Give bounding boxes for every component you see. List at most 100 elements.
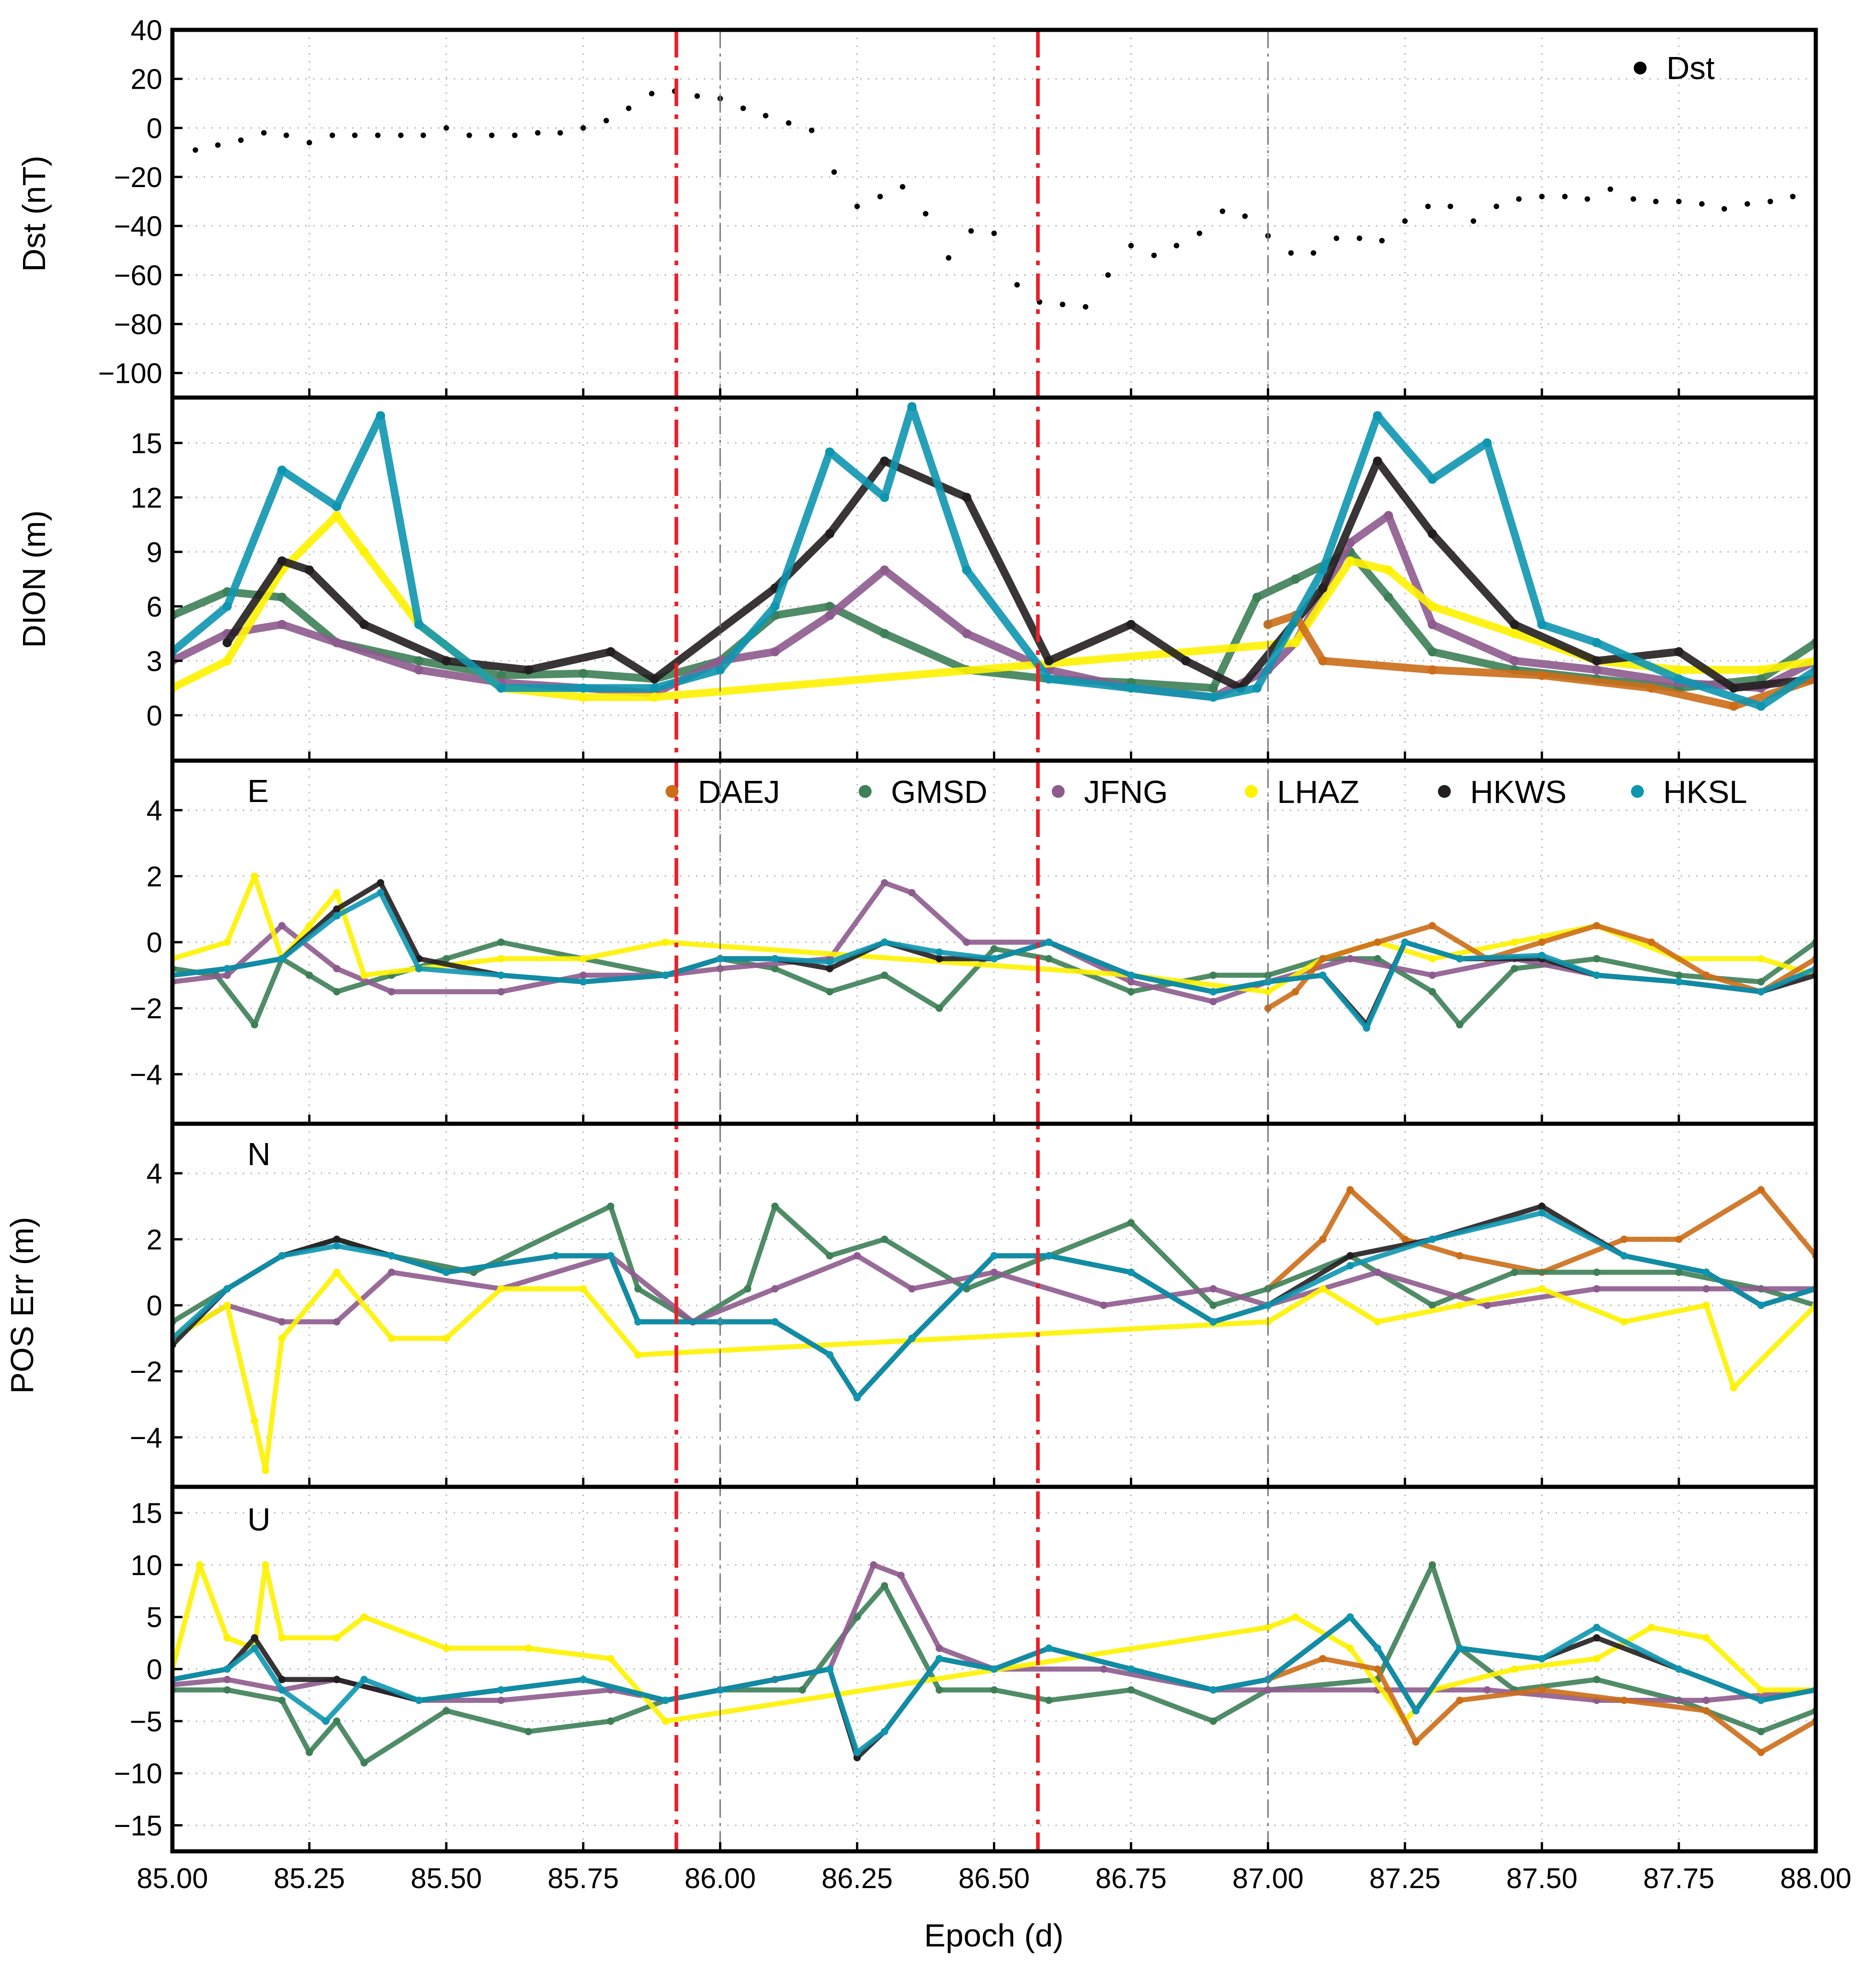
point-dion-lhaz-1 <box>222 656 232 666</box>
point-E-jfng-10 <box>881 879 889 887</box>
point-U-hksl-17 <box>1127 1665 1135 1673</box>
point-dion-lhaz-10 <box>1346 556 1355 566</box>
ytick-label-N-0: 4 <box>147 1158 162 1190</box>
point-N-hksl-10 <box>771 1318 779 1326</box>
point-U-hksl-3 <box>278 1686 286 1694</box>
point-U-hksl-9 <box>661 1696 669 1704</box>
xtick-label-0: 85.00 <box>137 1863 208 1895</box>
point-dion-hksl-12 <box>880 493 890 502</box>
point-dion-hkws-20 <box>1592 656 1602 666</box>
point-E-daej-9 <box>1702 971 1710 979</box>
point-N-hkws-19 <box>1346 1252 1354 1260</box>
point-dion-hkws-12 <box>1044 656 1054 666</box>
dst-point-6 <box>329 132 335 138</box>
point-E-lhaz-1 <box>223 939 231 946</box>
point-E-lhaz-19 <box>1757 955 1765 962</box>
point-E-hksl-25 <box>1675 978 1683 986</box>
point-dion-lhaz-9 <box>1290 638 1300 648</box>
dst-point-25 <box>763 113 769 119</box>
point-N-jfng-18 <box>1702 1285 1710 1293</box>
dst-point-4 <box>283 132 289 138</box>
point-dion-daej-6 <box>1729 701 1739 711</box>
point-dion-hkws-1 <box>277 556 287 566</box>
point-U-gmsd-8 <box>607 1717 615 1725</box>
dst-point-48 <box>1288 250 1294 256</box>
dst-point-41 <box>1128 243 1134 249</box>
point-E-daej-7 <box>1593 922 1601 930</box>
point-E-daej-2 <box>1319 955 1327 962</box>
dst-point-45 <box>1220 208 1226 214</box>
east-error-panel <box>172 872 1816 1032</box>
dst-point-32 <box>923 211 929 216</box>
point-U-gmsd-21 <box>1428 1561 1436 1569</box>
point-E-gmsd-2 <box>251 1021 258 1029</box>
dst-point-30 <box>877 193 883 199</box>
point-N-lhaz-12 <box>1319 1285 1327 1293</box>
dst-point-44 <box>1197 230 1203 236</box>
point-dion-daej-4 <box>1537 671 1547 680</box>
point-N-hksl-11 <box>826 1351 833 1359</box>
ytick-label-U-0: 15 <box>131 1498 162 1530</box>
ytick-label-dion-2: 9 <box>147 537 162 569</box>
dion-panel <box>172 402 1816 711</box>
point-U-jfng-5 <box>497 1696 505 1704</box>
point-N-hksl-16 <box>1127 1269 1135 1276</box>
point-dion-daej-2 <box>1318 656 1328 666</box>
point-U-gmsd-17 <box>1127 1686 1135 1694</box>
point-N-jfng-9 <box>853 1252 861 1260</box>
point-dion-hksl-26 <box>1756 701 1766 711</box>
point-N-daej-1 <box>1319 1235 1327 1243</box>
point-dion-hksl-11 <box>825 447 834 457</box>
point-U-daej-1 <box>1319 1655 1327 1662</box>
point-E-hksl-22 <box>1456 955 1464 962</box>
point-E-hksl-4 <box>376 889 384 897</box>
point-N-hksl-8 <box>634 1318 642 1326</box>
xtick-label-4: 86.00 <box>684 1863 756 1895</box>
point-U-hksl-8 <box>579 1676 587 1684</box>
dst-point-31 <box>900 184 906 190</box>
point-N-hksl-12 <box>853 1394 861 1402</box>
point-E-hksl-17 <box>1209 988 1217 996</box>
point-N-lhaz-18 <box>1730 1384 1738 1392</box>
point-U-lhaz-8 <box>442 1644 450 1652</box>
ytick-label-U-5: −10 <box>114 1758 162 1790</box>
point-E-gmsd-28 <box>1757 978 1765 986</box>
dst-point-59 <box>1539 193 1545 199</box>
point-dion-gmsd-2 <box>277 592 287 602</box>
point-U-daej-2 <box>1374 1665 1381 1673</box>
dst-point-67 <box>1721 206 1727 212</box>
point-N-gmsd-19 <box>1428 1302 1436 1309</box>
point-dion-jfng-19 <box>1384 511 1393 520</box>
series-dion-hksl <box>172 403 1816 710</box>
point-dion-gmsd-19 <box>1384 592 1393 602</box>
xtick-label-12: 88.00 <box>1780 1863 1851 1895</box>
legend-label-hksl: HKSL <box>1663 774 1747 810</box>
point-E-hkws-3 <box>333 905 341 913</box>
dst-point-16 <box>557 130 563 136</box>
legend-marker-dst <box>1634 62 1647 74</box>
series-N-jfng <box>172 1253 1816 1341</box>
point-E-lhaz-2 <box>251 872 258 880</box>
point-dion-hkws-2 <box>304 565 314 575</box>
point-U-daej-7 <box>1702 1707 1710 1715</box>
ytick-label-dst-0: 40 <box>131 15 162 46</box>
point-N-hksl-15 <box>1045 1252 1053 1260</box>
dst-panel <box>193 88 1796 310</box>
legend-label-gmsd: GMSD <box>891 774 987 810</box>
point-N-gmsd-6 <box>607 1202 615 1210</box>
ytick-label-N-4: −4 <box>130 1422 162 1454</box>
point-E-gmsd-22 <box>1374 955 1381 962</box>
point-E-hksl-10 <box>771 955 779 962</box>
point-dion-hksl-2 <box>277 466 287 475</box>
point-E-jfng-6 <box>579 971 587 979</box>
point-U-lhaz-17 <box>1511 1665 1518 1673</box>
dst-point-11 <box>443 125 449 131</box>
point-U-hksl-26 <box>1675 1665 1683 1673</box>
point-dion-jfng-10 <box>825 611 834 620</box>
point-E-lhaz-10 <box>661 939 669 946</box>
dst-point-54 <box>1425 204 1431 209</box>
ytick-label-N-3: −2 <box>130 1356 162 1388</box>
point-U-hksl-2 <box>251 1644 258 1652</box>
point-dion-hkws-13 <box>1126 620 1136 629</box>
